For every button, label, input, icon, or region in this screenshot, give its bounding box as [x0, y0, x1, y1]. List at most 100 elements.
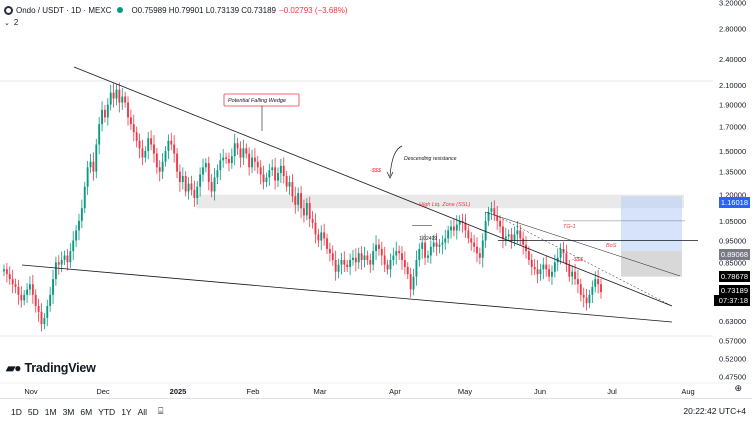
candle-body — [464, 222, 467, 231]
date-range-icon[interactable]: ⌸ — [158, 406, 164, 416]
indicator-count: 2 — [13, 18, 19, 27]
candle — [476, 237, 478, 263]
candle-body — [178, 171, 181, 183]
candle-body — [132, 124, 135, 133]
candle-body — [545, 264, 548, 270]
timeframe-5d[interactable]: 5D — [27, 406, 39, 417]
clock[interactable]: 20:22:42 UTC+4 — [683, 406, 746, 416]
candle-body — [75, 230, 78, 241]
candle-body — [196, 186, 199, 198]
candle — [493, 200, 496, 222]
candle — [297, 187, 300, 212]
candle-body — [444, 238, 447, 243]
candle-body — [54, 262, 57, 280]
candle-body — [228, 158, 230, 164]
y-tick-label: 1.20000 — [719, 191, 746, 200]
candle-body — [432, 242, 435, 247]
candle-body — [225, 157, 228, 159]
candle — [268, 163, 271, 186]
candle-body — [279, 165, 282, 174]
settings-icon[interactable]: ⊕ — [734, 383, 742, 393]
candle — [279, 158, 282, 183]
candle-body — [78, 220, 80, 231]
candle — [43, 313, 46, 330]
timeframe-1d[interactable]: 1D — [11, 406, 22, 417]
candle-body — [458, 220, 461, 225]
candle-body — [530, 259, 533, 267]
candle — [161, 153, 164, 179]
candle — [193, 180, 196, 208]
candle-body — [585, 297, 588, 304]
candle-body — [455, 224, 458, 231]
candle-body — [181, 176, 184, 183]
candle-body — [334, 259, 337, 272]
indicators-toggle[interactable]: ⌄ 2 — [4, 18, 18, 27]
tradingview-logo[interactable]: ▰● TradingView — [6, 361, 96, 375]
price-label-gray: 0.89068 — [718, 249, 750, 260]
candle — [282, 157, 285, 184]
candle — [245, 143, 248, 159]
candle — [242, 139, 245, 165]
timeframe-1m[interactable]: 1M — [44, 406, 57, 417]
candle — [530, 253, 533, 276]
candle-body — [487, 211, 490, 221]
candle-body — [49, 294, 52, 307]
candle — [271, 159, 274, 176]
candle — [473, 234, 476, 253]
candle — [510, 228, 513, 249]
candle-body — [473, 242, 476, 247]
timeframe-ytd[interactable]: YTD — [98, 406, 116, 417]
candle-body — [98, 124, 101, 145]
candle — [127, 96, 129, 126]
candle — [539, 263, 542, 281]
timeframe-all[interactable]: All — [137, 406, 148, 417]
candle — [104, 105, 106, 123]
candle — [98, 117, 101, 155]
candle — [239, 141, 242, 168]
candle — [92, 152, 95, 181]
y-tick-label: 0.52000 — [719, 355, 746, 364]
price-change: −0.02793 (−3.68%) — [279, 5, 348, 15]
candle-body — [401, 253, 403, 260]
y-tick-label: 0.95000 — [719, 236, 746, 245]
candle-body — [144, 150, 147, 158]
candle — [522, 231, 525, 255]
candle-body — [164, 150, 167, 162]
candle — [158, 160, 161, 182]
price-label-last: 0.73189 — [718, 285, 750, 296]
candle-body — [303, 208, 305, 216]
candle-body — [69, 251, 72, 263]
liquidity-label-1: -$$$ — [370, 168, 382, 174]
candle-body — [461, 220, 464, 223]
candle-body — [594, 279, 597, 287]
arrow-head-icon — [386, 171, 394, 179]
candle-body — [553, 262, 556, 272]
candle-body — [95, 144, 98, 172]
symbol-title[interactable]: Ondo / USDT · 1D · MEXC — [16, 5, 112, 15]
candle — [444, 229, 447, 250]
x-tick-label: Aug — [681, 387, 694, 396]
falling-wedge-label: Potential Falling Wedge — [228, 98, 286, 104]
candle-body — [271, 167, 274, 171]
candle — [291, 174, 294, 203]
candle — [418, 243, 421, 267]
timeframe-1y[interactable]: 1Y — [121, 406, 132, 417]
candle-body — [170, 140, 173, 145]
timeframe-6m[interactable]: 6M — [80, 406, 93, 417]
candle — [392, 247, 395, 266]
candle-body — [17, 286, 20, 295]
candle — [481, 233, 484, 268]
candle — [190, 175, 193, 196]
candle-body — [392, 255, 395, 260]
timeframe-3m[interactable]: 3M — [62, 406, 75, 417]
candle — [11, 269, 14, 294]
candle-body — [23, 294, 26, 301]
candle — [490, 201, 493, 220]
candle — [551, 265, 553, 285]
candle-body — [349, 259, 352, 267]
candle-body — [89, 161, 92, 168]
candle-body — [383, 255, 386, 265]
candle — [585, 288, 588, 311]
candle-body — [127, 102, 129, 118]
